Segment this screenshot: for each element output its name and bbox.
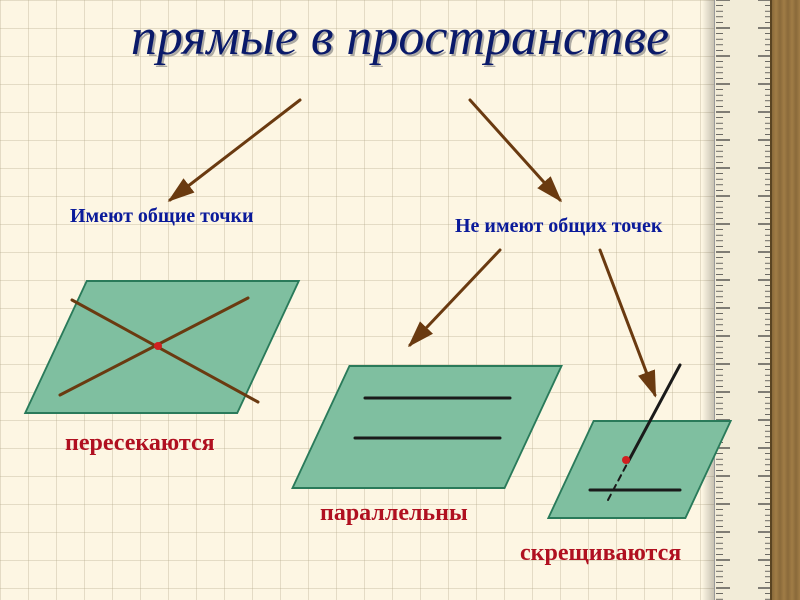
label-have-common: Имеют общие точки — [70, 205, 254, 228]
slide-title: прямые в пространстве — [131, 8, 669, 67]
label-parallel: параллельны — [320, 500, 468, 527]
ruler-scale — [714, 0, 772, 600]
label-no-common: Не имеют общих точек — [455, 215, 662, 238]
slide-root: прямые в пространстве Имеют общие точки … — [0, 0, 800, 600]
label-intersect: пересекаются — [65, 430, 215, 457]
label-skew: скрещиваются — [520, 540, 681, 567]
ruler-wood — [770, 0, 800, 600]
